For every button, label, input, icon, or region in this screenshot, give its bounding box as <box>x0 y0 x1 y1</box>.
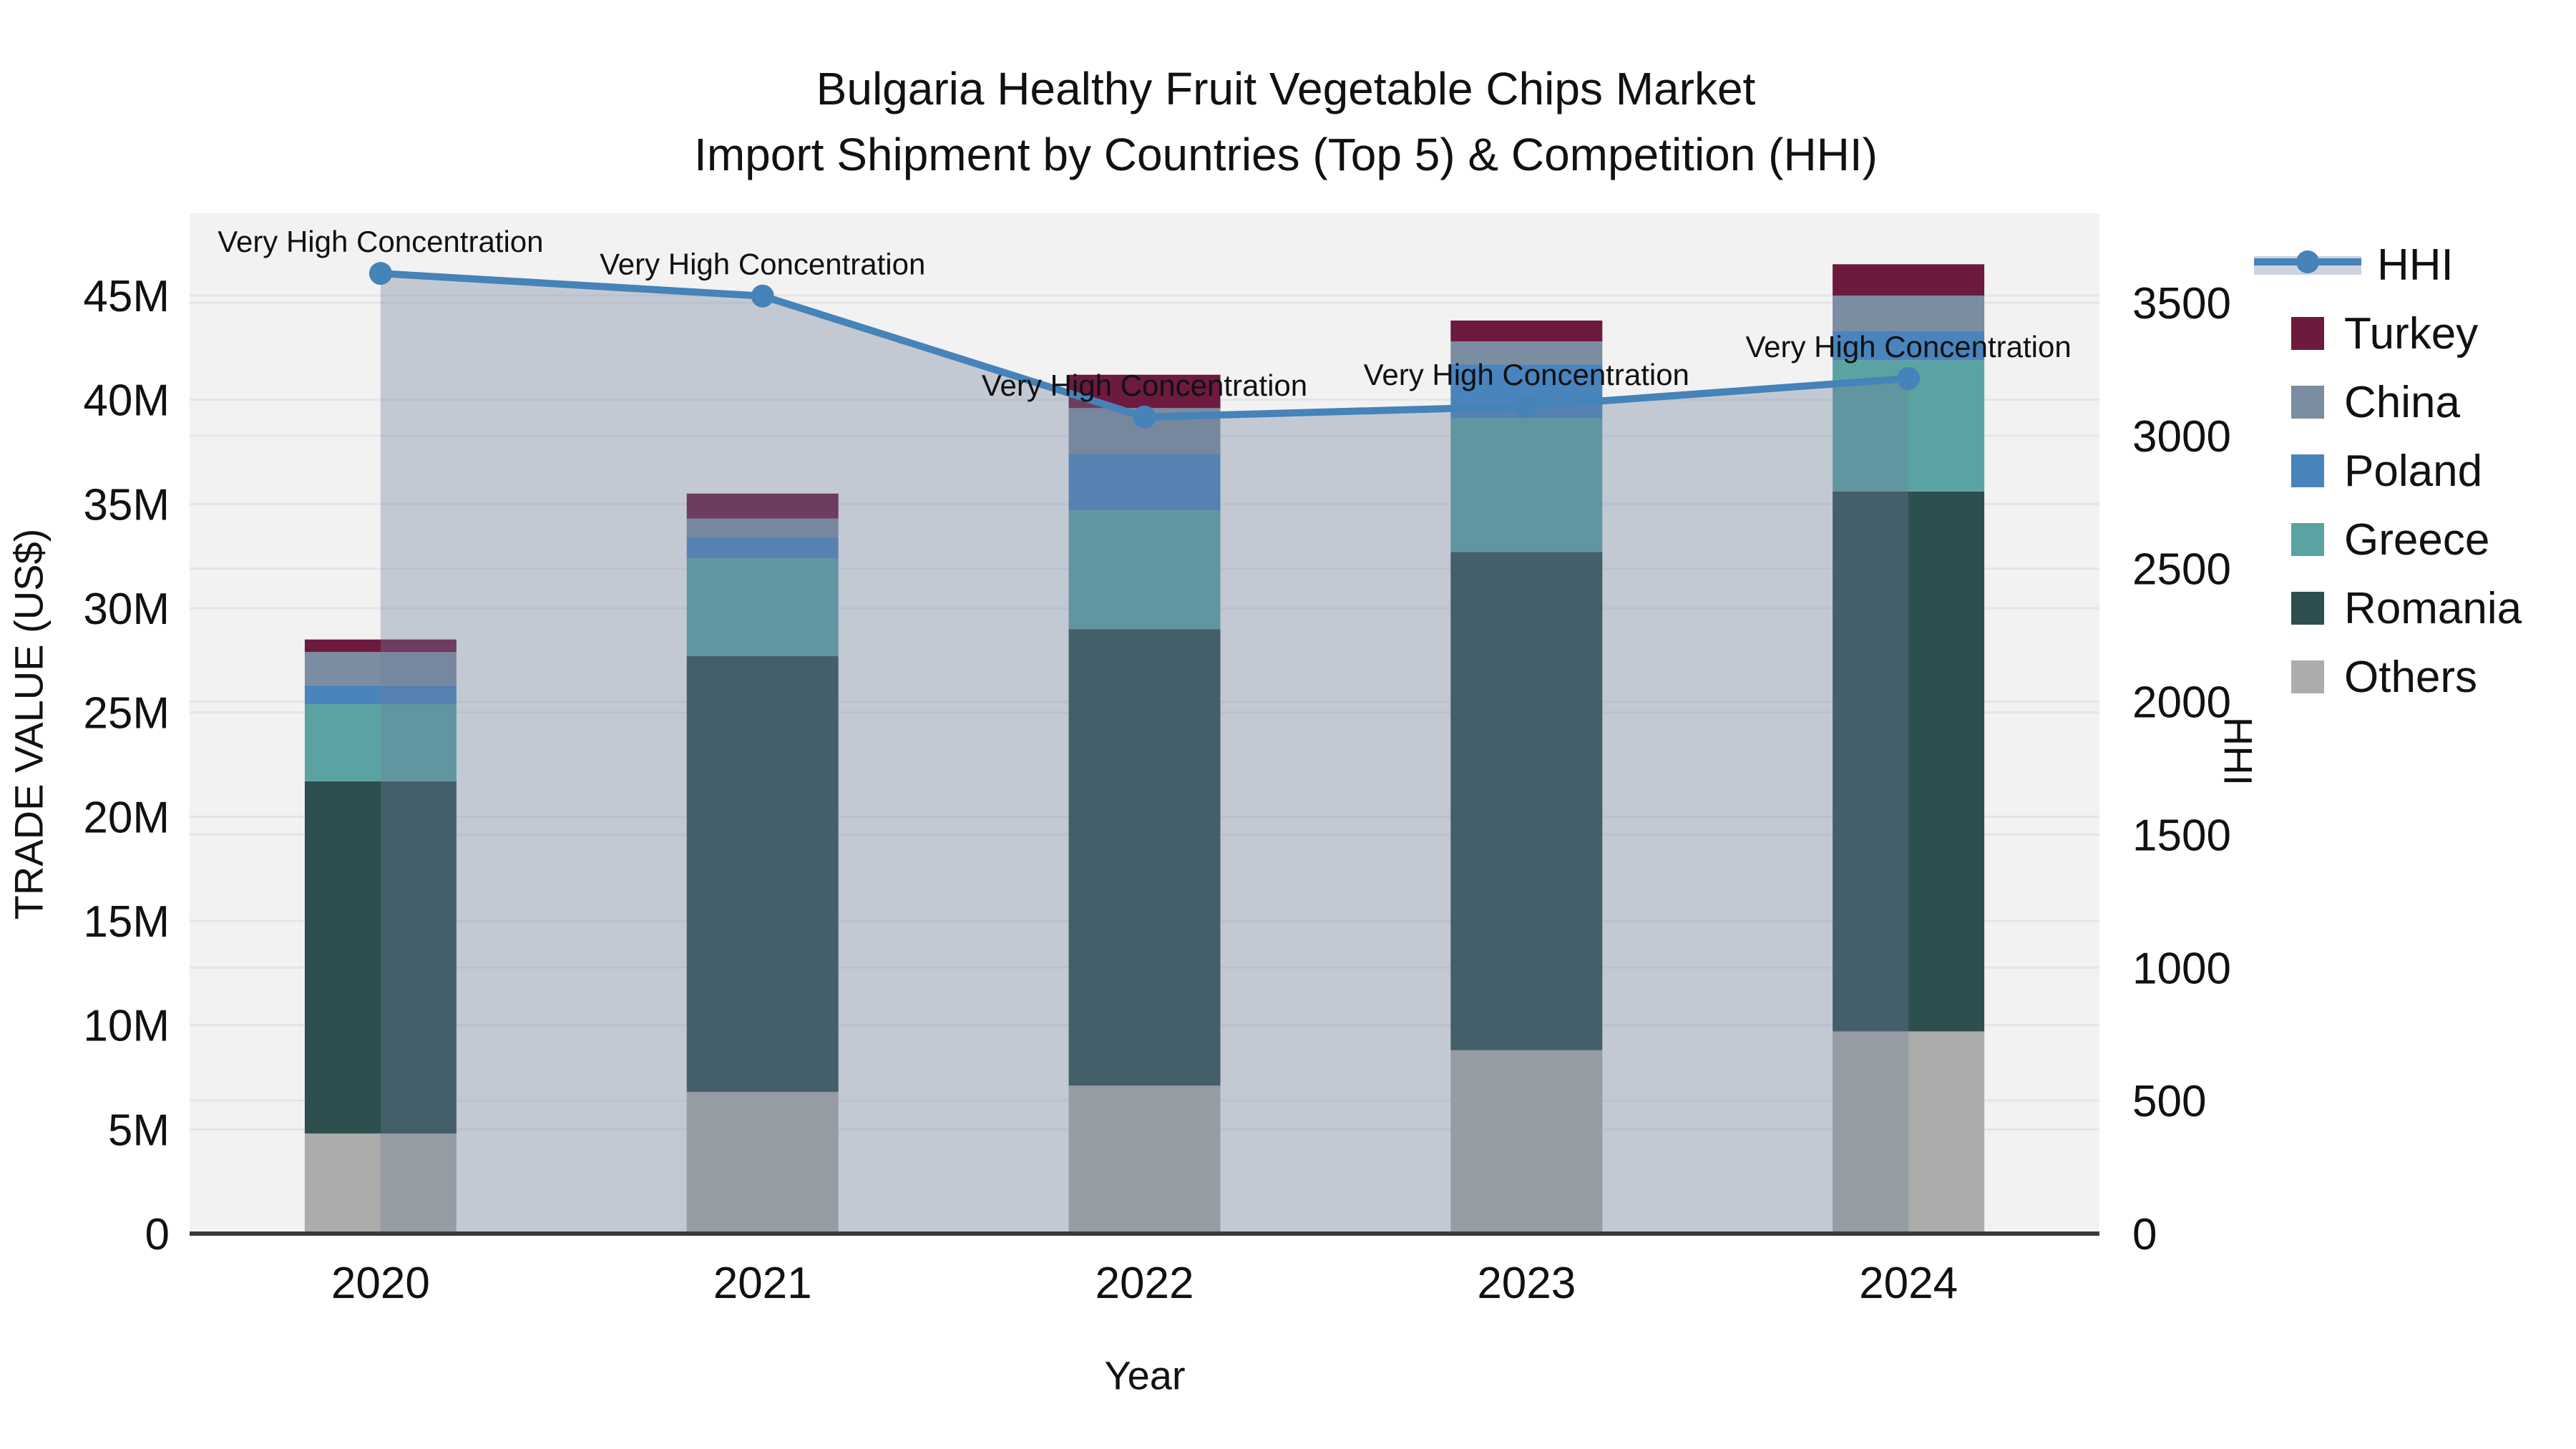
hhi-marker-2020[interactable] <box>369 262 392 286</box>
legend-item-greece[interactable]: Greece <box>2254 505 2522 574</box>
x-tick-2023: 2023 <box>1477 1259 1576 1308</box>
bar-segment-others-2022[interactable] <box>1068 1085 1221 1234</box>
y-left-tick-40M: 40M <box>83 376 170 426</box>
bar-segment-china-2024[interactable] <box>1833 296 1985 331</box>
annotation-2022: Very High Concentration <box>982 369 1307 402</box>
legend-swatch-greece <box>2291 523 2324 556</box>
hhi-marker-2024[interactable] <box>1897 366 1921 390</box>
y-left-tick-25M: 25M <box>83 689 170 738</box>
legend-label-others: Others <box>2344 652 2478 702</box>
x-axis-title: Year <box>1104 1352 1186 1398</box>
legend-label-turkey: Turkey <box>2344 308 2479 358</box>
bar-segment-turkey-2020[interactable] <box>304 639 457 653</box>
y-left-tick-10M: 10M <box>83 1002 170 1051</box>
y-right-tick-1000: 1000 <box>2132 944 2231 993</box>
chart-title-line2: Import Shipment by Countries (Top 5) & C… <box>694 129 1878 180</box>
y-left-tick-20M: 20M <box>83 793 170 842</box>
y-left-tick-30M: 30M <box>83 585 170 634</box>
annotation-2020: Very High Concentration <box>218 225 543 258</box>
bar-segment-poland-2022[interactable] <box>1068 454 1221 511</box>
y-left-tick-15M: 15M <box>83 897 170 947</box>
x-tick-2020: 2020 <box>331 1259 430 1308</box>
hhi-area-fill <box>380 273 1909 1234</box>
bar-segment-china-2023[interactable] <box>1450 341 1603 365</box>
bar-segment-others-2021[interactable] <box>686 1091 839 1234</box>
bar-segment-greece-2023[interactable] <box>1450 418 1603 552</box>
bar-segment-china-2020[interactable] <box>304 652 457 686</box>
hhi-marker-2021[interactable] <box>751 284 774 308</box>
y-left-tick-0: 0 <box>145 1210 170 1259</box>
x-tick-2021: 2021 <box>713 1259 812 1308</box>
bar-segment-romania-2022[interactable] <box>1068 629 1221 1086</box>
y-right-tick-500: 500 <box>2132 1077 2206 1126</box>
legend-swatch-romania <box>2291 592 2324 625</box>
bar-segment-others-2024[interactable] <box>1833 1031 1985 1234</box>
y-right-tick-2500: 2500 <box>2132 545 2231 595</box>
legend-label-hhi: HHI <box>2377 240 2454 290</box>
hhi-legend-glyph <box>2254 250 2361 275</box>
legend-swatch-others <box>2291 660 2324 693</box>
bar-segment-greece-2021[interactable] <box>686 558 839 657</box>
bar-segment-greece-2020[interactable] <box>304 704 457 781</box>
y-left-tick-45M: 45M <box>83 272 170 321</box>
bar-segment-poland-2024[interactable] <box>1833 331 1985 361</box>
y-right-tick-1500: 1500 <box>2132 811 2231 860</box>
legend-item-turkey[interactable]: Turkey <box>2254 299 2522 368</box>
bar-segment-romania-2023[interactable] <box>1450 552 1603 1050</box>
legend-label-greece: Greece <box>2344 514 2490 565</box>
bar-segment-romania-2024[interactable] <box>1833 491 1985 1032</box>
annotation-2021: Very High Concentration <box>600 248 925 281</box>
legend-item-hhi[interactable]: HHI <box>2254 230 2522 299</box>
y-right-axis-title: HHI <box>2215 716 2261 786</box>
y-left-axis-title: TRADE VALUE (US$) <box>6 528 52 920</box>
legend-label-china: China <box>2344 377 2460 427</box>
chart-title: Bulgaria Healthy Fruit Vegetable Chips M… <box>694 56 1878 187</box>
y-right-tick-2000: 2000 <box>2132 678 2231 728</box>
x-tick-2024: 2024 <box>1859 1259 1958 1308</box>
bar-segment-turkey-2024[interactable] <box>1833 264 1985 296</box>
bar-segment-greece-2022[interactable] <box>1068 510 1221 630</box>
bar-segment-others-2020[interactable] <box>304 1133 457 1234</box>
bar-segment-china-2021[interactable] <box>686 518 839 537</box>
legend-item-poland[interactable]: Poland <box>2254 436 2522 505</box>
legend: HHI Turkey China Poland Greece Romania Others <box>2254 230 2522 711</box>
bar-segment-poland-2021[interactable] <box>686 537 839 559</box>
y-right-tick-3500: 3500 <box>2132 279 2231 328</box>
hhi-marker-2023[interactable] <box>1515 394 1538 418</box>
y-right-tick-0: 0 <box>2132 1210 2157 1259</box>
x-tick-2022: 2022 <box>1096 1259 1194 1308</box>
legend-swatch-china <box>2291 386 2324 419</box>
legend-item-china[interactable]: China <box>2254 368 2522 436</box>
bar-segment-romania-2021[interactable] <box>686 656 839 1092</box>
annotation-2024: Very High Concentration <box>1745 330 2071 364</box>
legend-item-romania[interactable]: Romania <box>2254 574 2522 643</box>
legend-label-poland: Poland <box>2344 446 2483 496</box>
y-left-tick-5M: 5M <box>108 1106 170 1155</box>
bar-segment-others-2023[interactable] <box>1450 1050 1603 1234</box>
annotation-2023: Very High Concentration <box>1364 358 1689 391</box>
legend-swatch-turkey <box>2291 317 2324 350</box>
legend-item-others[interactable]: Others <box>2254 643 2522 711</box>
bar-segment-poland-2020[interactable] <box>304 685 457 705</box>
y-right-tick-3000: 3000 <box>2132 412 2231 462</box>
legend-label-romania: Romania <box>2344 583 2522 633</box>
hhi-marker-2022[interactable] <box>1133 405 1156 429</box>
legend-swatch-poland <box>2291 454 2324 487</box>
bar-segment-turkey-2023[interactable] <box>1450 320 1603 342</box>
y-left-tick-35M: 35M <box>83 480 170 530</box>
bar-segment-romania-2020[interactable] <box>304 781 457 1134</box>
chart-title-line1: Bulgaria Healthy Fruit Vegetable Chips M… <box>816 63 1756 114</box>
bar-segment-turkey-2021[interactable] <box>686 493 839 519</box>
